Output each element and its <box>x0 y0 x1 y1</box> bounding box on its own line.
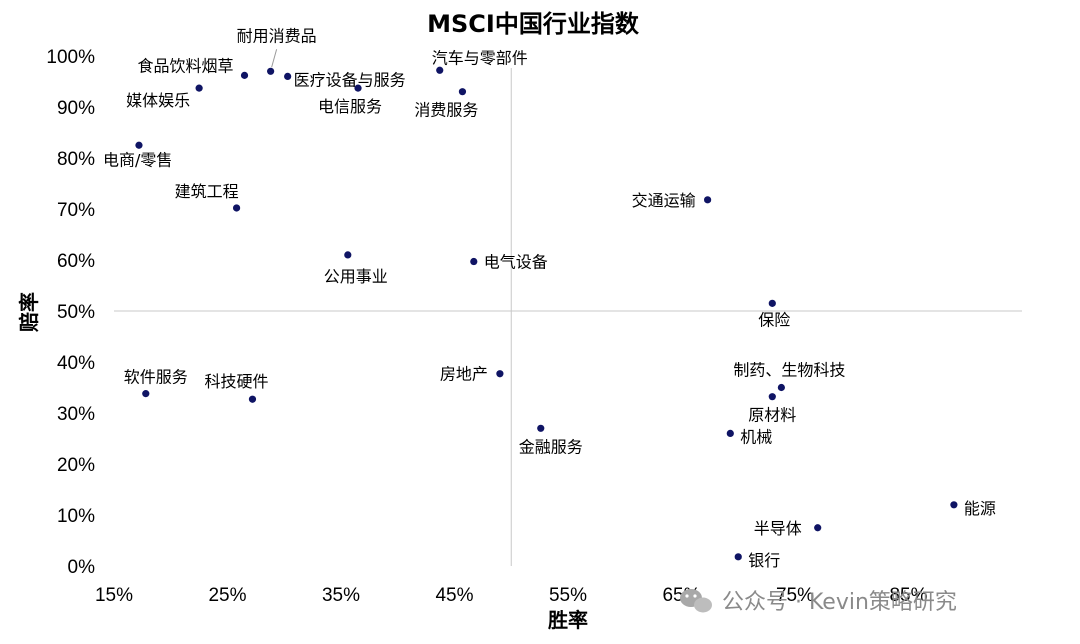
y-tick-label: 0% <box>68 557 96 578</box>
x-tick-label: 75% <box>776 585 814 606</box>
x-tick-label: 25% <box>208 585 246 606</box>
data-point <box>232 204 241 212</box>
x-tick-label: 45% <box>435 585 473 606</box>
data-point <box>768 299 776 307</box>
data-label: 金融服务 <box>519 437 583 456</box>
y-tick-label: 80% <box>57 149 95 170</box>
y-tick-label: 20% <box>57 455 95 476</box>
x-tick-label: 35% <box>322 585 360 606</box>
data-label: 消费服务 <box>414 101 478 120</box>
wechat-icon <box>680 589 712 613</box>
y-tick-label: 50% <box>57 302 95 323</box>
data-point <box>537 424 545 432</box>
data-point <box>768 393 776 401</box>
data-points <box>135 66 958 561</box>
data-label: 半导体 <box>754 519 802 538</box>
data-label: 媒体娱乐 <box>126 91 190 110</box>
data-label: 软件服务 <box>124 368 188 387</box>
chart-title: MSCI中国行业指数 <box>427 10 640 38</box>
data-label: 机械 <box>740 427 772 446</box>
data-label: 汽车与零部件 <box>432 48 528 67</box>
data-point <box>142 390 150 398</box>
data-label: 建筑工程 <box>175 182 239 201</box>
y-tick-label: 60% <box>57 251 95 272</box>
data-point <box>135 141 143 149</box>
data-label: 电信服务 <box>318 97 382 116</box>
y-tick-label: 10% <box>57 506 95 527</box>
x-tick-label: 85% <box>889 585 927 606</box>
data-point <box>470 257 478 266</box>
data-label: 医疗设备与服务 <box>294 70 406 89</box>
data-label: 能源 <box>964 499 996 518</box>
y-tick-label: 30% <box>57 404 95 425</box>
data-point <box>240 71 249 79</box>
data-point <box>496 370 504 378</box>
label-leader-line <box>271 49 278 68</box>
data-point <box>344 251 352 259</box>
data-label: 食品饮料烟草 <box>138 56 234 75</box>
y-tick-label: 90% <box>57 98 95 119</box>
watermark: 公众号 · Kevin策略研究 <box>680 589 957 615</box>
data-label: 制药、生物科技 <box>733 361 845 380</box>
data-label: 银行 <box>748 551 780 570</box>
data-point <box>248 395 257 403</box>
y-tick-label: 100% <box>46 47 95 68</box>
data-point <box>195 84 203 92</box>
data-label: 公用事业 <box>324 267 388 286</box>
x-axis-title: 胜率 <box>548 608 588 632</box>
data-point <box>704 196 712 204</box>
data-label: 电商/零售 <box>103 150 172 169</box>
crosshair-lines <box>114 68 1022 566</box>
data-label: 电气设备 <box>484 253 548 272</box>
data-point <box>950 501 958 509</box>
data-point <box>354 84 362 92</box>
data-label: 科技硬件 <box>204 372 268 391</box>
data-label: 交通运输 <box>632 191 696 210</box>
y-tick-label: 40% <box>57 353 95 374</box>
x-tick-label: 15% <box>95 585 133 606</box>
data-point <box>436 66 444 74</box>
data-point <box>267 67 275 75</box>
watermark-text: 公众号 · Kevin策略研究 <box>722 590 957 615</box>
data-label: 房地产 <box>440 365 488 384</box>
data-point <box>734 553 742 561</box>
data-label: 原材料 <box>748 406 796 425</box>
data-label: 保险 <box>758 310 790 329</box>
data-label: 耐用消费品 <box>237 26 317 45</box>
x-tick-label: 55% <box>549 585 587 606</box>
y-tick-label: 70% <box>57 200 95 221</box>
y-axis-title: 赔率 <box>17 292 41 332</box>
data-point <box>777 383 785 392</box>
data-point <box>284 72 292 80</box>
data-point <box>726 429 734 437</box>
data-point <box>814 524 822 532</box>
data-point <box>458 88 467 96</box>
